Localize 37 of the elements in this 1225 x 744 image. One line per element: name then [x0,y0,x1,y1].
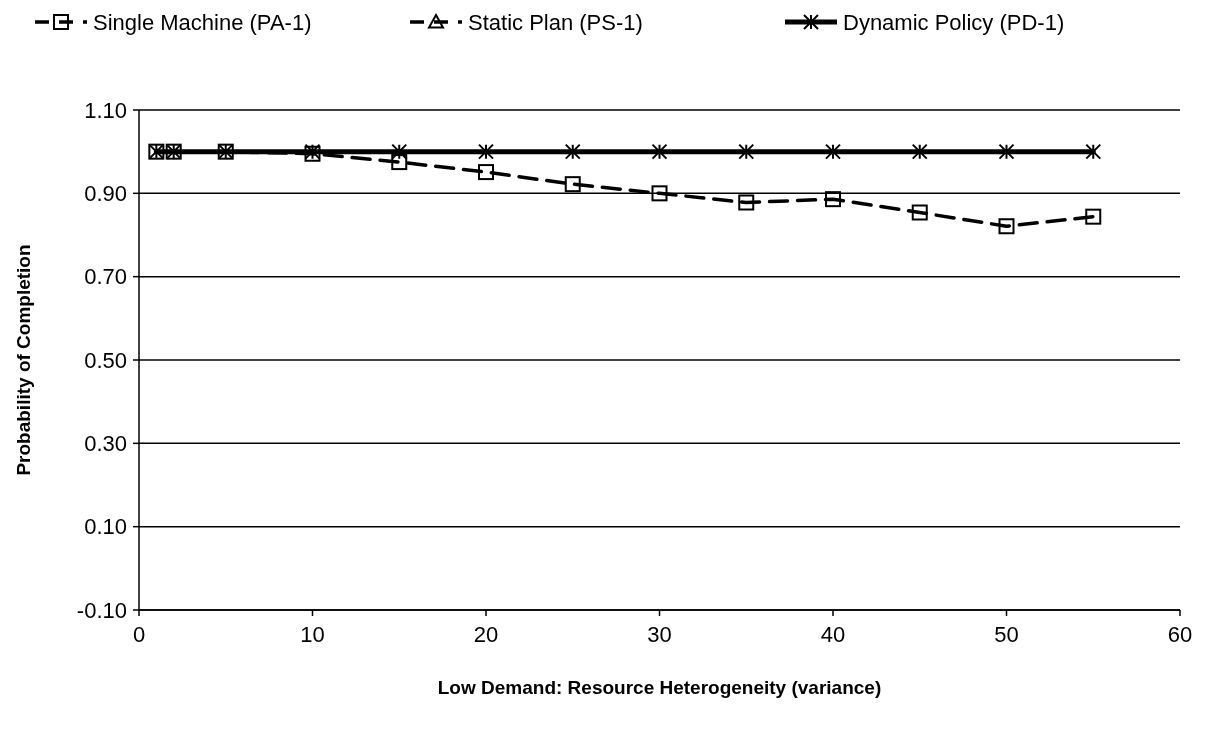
point [738,143,755,160]
point [911,204,928,221]
point [478,164,494,181]
point [825,143,841,160]
x-tick-label: 60 [1167,622,1193,647]
y-axis-title: Probability of Completion [13,244,34,476]
x-tick-label: 50 [994,622,1019,647]
point [651,185,668,202]
point [1085,208,1102,225]
x-tick-label: 30 [647,622,672,647]
point [651,143,668,160]
point [911,143,928,160]
x-tick-label: 20 [473,622,499,647]
point [478,143,494,160]
point [998,143,1015,160]
legend-label: Static Plan (PS-1) [468,9,643,35]
point [1085,143,1102,160]
point [391,154,408,171]
point [738,194,755,211]
y-tick-label: 0.50 [84,347,127,373]
point [825,191,841,208]
x-tick-label: 40 [820,622,846,647]
y-tick-label: -0.10 [76,597,127,623]
y-tick-label: 0.90 [84,181,127,207]
y-tick-label: 0.70 [84,264,127,290]
legend-label: Dynamic Policy (PD-1) [843,9,1065,35]
point [564,176,581,193]
y-tick-label: 1.10 [84,97,127,123]
point [564,143,581,160]
x-axis-title: Low Demand: Resource Heterogeneity (variance) [437,677,882,698]
legend-label: Single Machine (PA-1) [93,9,312,35]
y-tick-label: 0.30 [84,431,127,457]
x-tick-label: 0 [132,622,146,647]
y-tick-label: 0.10 [84,514,127,540]
point [998,218,1015,235]
x-tick-label: 10 [300,622,325,647]
point [391,143,408,160]
